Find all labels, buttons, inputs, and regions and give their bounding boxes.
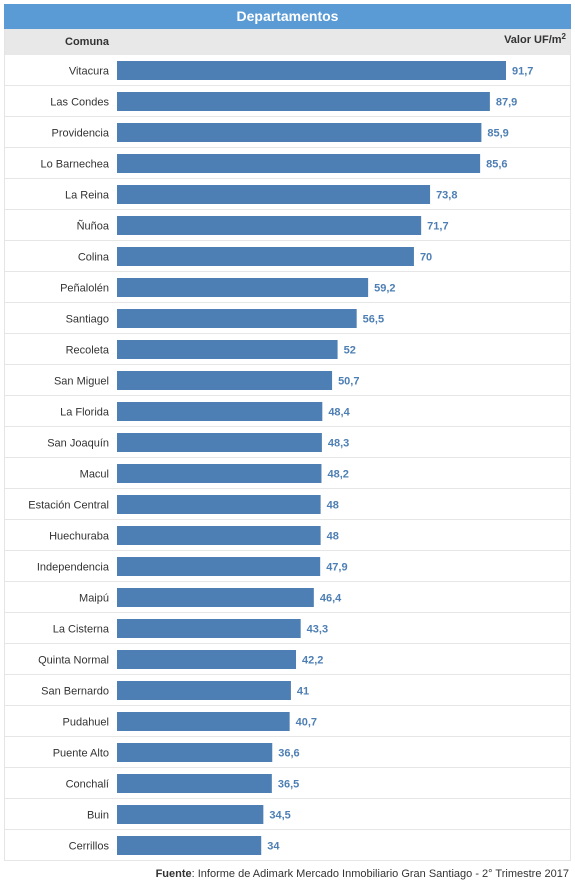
category-label: San Miguel — [54, 376, 109, 388]
bar — [117, 464, 322, 483]
bar — [117, 650, 297, 669]
category-label: Colina — [78, 252, 110, 264]
value-label: 87,9 — [496, 97, 517, 109]
column-header-valor-sup: 2 — [561, 32, 566, 41]
bar — [117, 588, 314, 607]
bar — [117, 774, 272, 793]
source-text: : Informe de Adimark Mercado Inmobiliari… — [191, 868, 569, 880]
value-label: 50,7 — [338, 376, 359, 388]
value-label: 36,5 — [278, 779, 299, 791]
category-label: Recoleta — [66, 345, 110, 357]
bar — [117, 836, 262, 855]
value-label: 48,3 — [328, 438, 349, 450]
source-note: Fuente: Informe de Adimark Mercado Inmob… — [156, 868, 569, 880]
value-label: 34,5 — [269, 810, 290, 822]
source-label: Fuente — [155, 868, 192, 880]
value-label: 52 — [344, 345, 356, 357]
value-label: 36,6 — [278, 748, 299, 760]
value-label: 43,3 — [307, 624, 328, 636]
value-label: 73,8 — [436, 190, 457, 202]
bar — [117, 216, 422, 235]
bar — [117, 557, 321, 576]
category-label: Lo Barnechea — [41, 159, 110, 171]
value-label: 70 — [420, 252, 432, 264]
category-label: La Reina — [65, 190, 110, 202]
category-label: Estación Central — [28, 500, 109, 512]
table-header: Comuna Valor UF/m2 — [5, 29, 570, 55]
category-label: Macul — [80, 469, 109, 481]
value-label: 85,6 — [486, 159, 507, 171]
value-label: 71,7 — [427, 221, 448, 233]
bar — [117, 619, 301, 638]
bar — [117, 681, 291, 700]
category-label: Huechuraba — [49, 531, 110, 543]
value-label: 34 — [267, 841, 280, 853]
category-label: La Cisterna — [53, 624, 110, 636]
category-label: Buin — [87, 810, 109, 822]
bar — [117, 185, 431, 204]
bar — [117, 402, 323, 421]
value-label: 40,7 — [296, 717, 317, 729]
bar — [117, 805, 264, 824]
value-label: 48,4 — [328, 407, 350, 419]
category-label: La Florida — [60, 407, 110, 419]
bar — [117, 278, 369, 297]
category-label: Puente Alto — [53, 748, 109, 760]
bar — [117, 61, 506, 80]
bar — [117, 154, 481, 173]
category-label: Providencia — [52, 128, 110, 140]
value-label: 46,4 — [320, 593, 342, 605]
bar — [117, 247, 414, 266]
category-label: Quinta Normal — [38, 655, 109, 667]
category-label: Santiago — [66, 314, 109, 326]
value-label: 91,7 — [512, 66, 533, 78]
bar-chart: Vitacura 91,7 Las Condes 87,9 Providencia 85,… — [5, 61, 570, 861]
value-label: 85,9 — [487, 128, 508, 140]
category-label: Conchalí — [66, 779, 109, 791]
bar — [117, 495, 321, 514]
value-label: 48 — [327, 500, 339, 512]
category-label: Vitacura — [69, 66, 110, 78]
column-header-valor-text: Valor UF/m — [504, 34, 562, 46]
category-label: Las Condes — [50, 97, 109, 109]
category-label: San Joaquín — [47, 438, 109, 450]
bar — [117, 309, 357, 328]
value-label: 59,2 — [374, 283, 395, 295]
value-label: 48,2 — [327, 469, 348, 481]
bar — [117, 433, 322, 452]
bar — [117, 712, 290, 731]
bar — [117, 123, 482, 142]
bar — [117, 371, 333, 390]
category-label: Cerrillos — [69, 841, 110, 853]
chart-title: Departamentos — [4, 4, 571, 29]
bar — [117, 526, 321, 545]
value-label: 42,2 — [302, 655, 323, 667]
value-label: 41 — [297, 686, 309, 698]
bar — [117, 743, 273, 762]
category-label: Independencia — [37, 562, 110, 574]
category-label: San Bernardo — [41, 686, 109, 698]
bar — [117, 92, 490, 111]
column-header-comuna: Comuna — [65, 36, 109, 48]
bar — [117, 340, 338, 359]
category-label: Ñuñoa — [77, 220, 110, 233]
value-label: 47,9 — [326, 562, 347, 574]
category-label: Maipú — [79, 593, 109, 605]
column-header-valor: Valor UF/m2 — [504, 32, 566, 46]
category-label: Pudahuel — [63, 717, 110, 729]
category-label: Peñalolén — [60, 283, 109, 295]
value-label: 48 — [327, 531, 339, 543]
value-label: 56,5 — [363, 314, 384, 326]
